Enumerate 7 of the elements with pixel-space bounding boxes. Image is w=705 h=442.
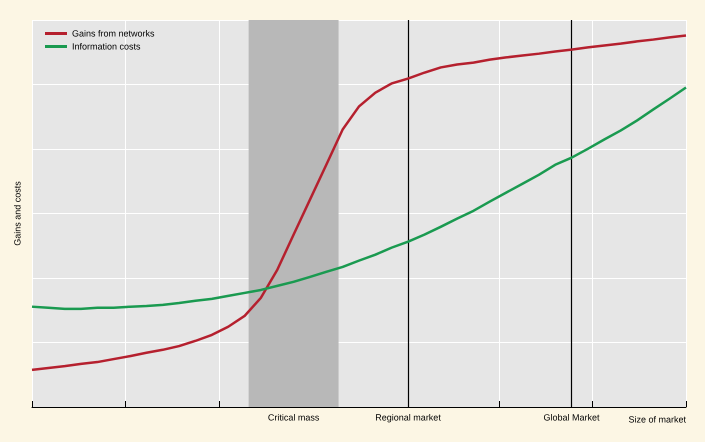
legend-label: Information costs: [72, 42, 142, 52]
y-axis-title: Gains and costs: [12, 180, 22, 246]
x-axis-title: Size of market: [628, 414, 686, 424]
legend-label: Gains from networks: [72, 28, 156, 38]
x-tick-label: Regional market: [375, 412, 442, 422]
x-tick-label: Global Market: [544, 412, 600, 422]
x-tick-label: Critical mass: [268, 412, 320, 422]
